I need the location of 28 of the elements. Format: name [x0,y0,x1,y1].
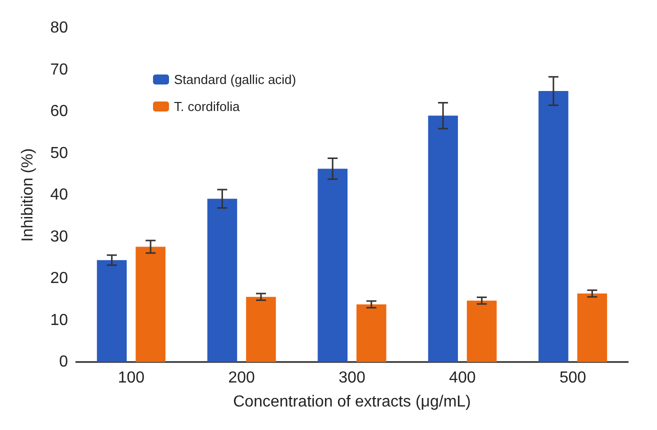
bar [246,296,276,362]
y-tick-label: 60 [50,103,68,120]
y-tick-label: 20 [50,270,68,287]
bar [96,260,127,362]
x-tick-label: 500 [559,370,586,386]
y-tick-label: 40 [50,186,68,204]
legend-label: Standard (gallic acid) [174,72,296,87]
bar [428,116,458,362]
bar [466,300,497,362]
x-tick-label: 100 [118,370,145,386]
y-axis-title: Inhibition (%) [20,148,36,242]
x-axis-title: Concentration of extracts (μg/mL) [233,394,471,410]
bar [356,304,386,362]
bar [538,91,568,362]
bar [577,294,608,362]
y-tick-label: 70 [50,61,68,78]
bar [318,168,348,362]
legend-label: T. cordifolia [174,99,241,114]
x-tick-label: 400 [449,370,476,386]
y-tick-label: 0 [59,354,68,370]
bar [136,246,166,362]
y-tick-label: 30 [50,228,68,246]
bar [207,198,238,362]
y-tick-label: 80 [50,20,68,36]
y-tick-label: 10 [50,312,68,329]
x-tick-label: 300 [338,370,366,386]
y-tick-label: 50 [50,144,68,162]
x-tick-label: 200 [228,370,256,386]
